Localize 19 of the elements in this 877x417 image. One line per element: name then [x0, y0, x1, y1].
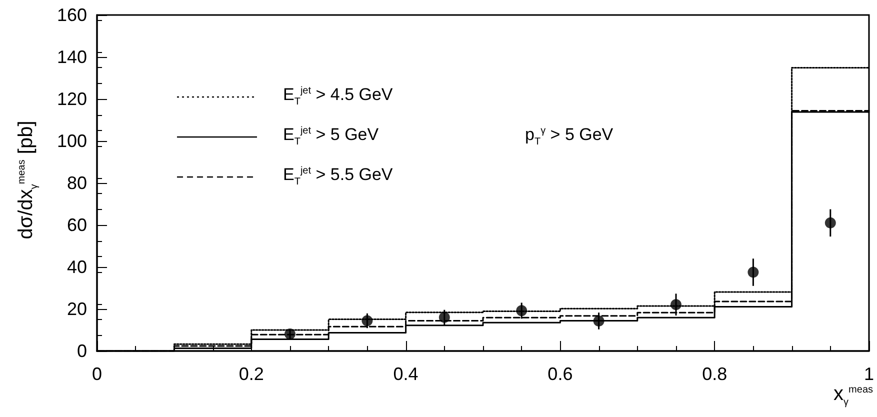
y-tick-label: 160: [56, 5, 87, 25]
legend-label: E$_{T}$$^{jet}$ > 5.5 GeV: [283, 165, 393, 188]
x-tick-label: 0.6: [548, 364, 573, 384]
x-tick-label: 1: [864, 364, 874, 384]
legend-label: E$_{T}$$^{jet}$ > 4.5 GeV: [283, 85, 393, 108]
x-tick-label: 0: [92, 364, 102, 384]
x-tick-label: 0.8: [702, 364, 728, 384]
y-tick-label: 120: [56, 89, 87, 109]
legend-label: E$_{T}$$^{jet}$ > 5 GeV: [283, 125, 379, 148]
annotation: p$_{T}$$^{γ}$ > 5 GeV: [525, 125, 614, 148]
y-tick-label: 80: [66, 173, 87, 193]
y-tick-label: 0: [76, 341, 87, 361]
y-tick-label: 140: [56, 47, 87, 67]
y-tick-label: 100: [56, 131, 87, 151]
y-tick-label: 20: [66, 299, 87, 319]
x-tick-label: 0.4: [393, 364, 418, 384]
y-tick-label: 60: [66, 215, 87, 235]
x-tick-label: 0.2: [238, 364, 264, 384]
y-tick-label: 40: [66, 257, 87, 277]
